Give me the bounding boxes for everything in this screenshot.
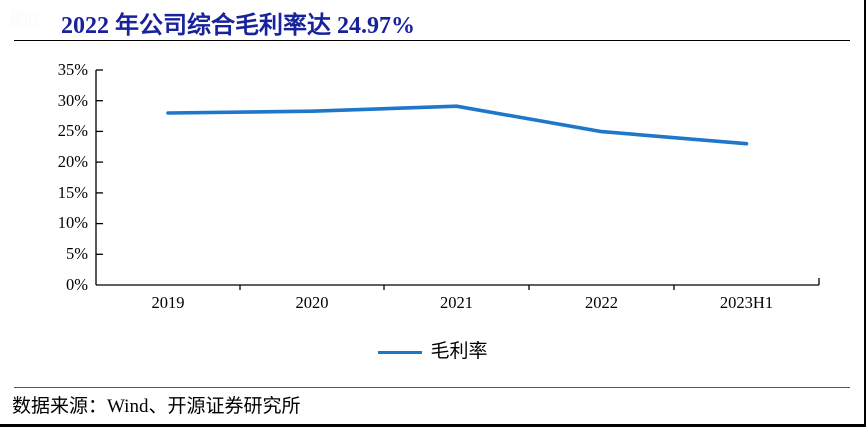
- svg-text:35%: 35%: [58, 60, 89, 79]
- svg-text:20%: 20%: [58, 152, 89, 171]
- svg-text:2022: 2022: [585, 293, 618, 312]
- svg-text:30%: 30%: [58, 91, 89, 110]
- svg-text:15%: 15%: [58, 183, 89, 202]
- svg-text:5%: 5%: [66, 244, 88, 263]
- svg-text:10%: 10%: [58, 213, 89, 232]
- svg-text:0%: 0%: [66, 275, 88, 294]
- svg-text:2020: 2020: [296, 293, 329, 312]
- svg-text:2023H1: 2023H1: [720, 293, 773, 312]
- svg-text:2019: 2019: [152, 293, 185, 312]
- svg-text:25%: 25%: [58, 121, 89, 140]
- svg-text:2021: 2021: [440, 293, 473, 312]
